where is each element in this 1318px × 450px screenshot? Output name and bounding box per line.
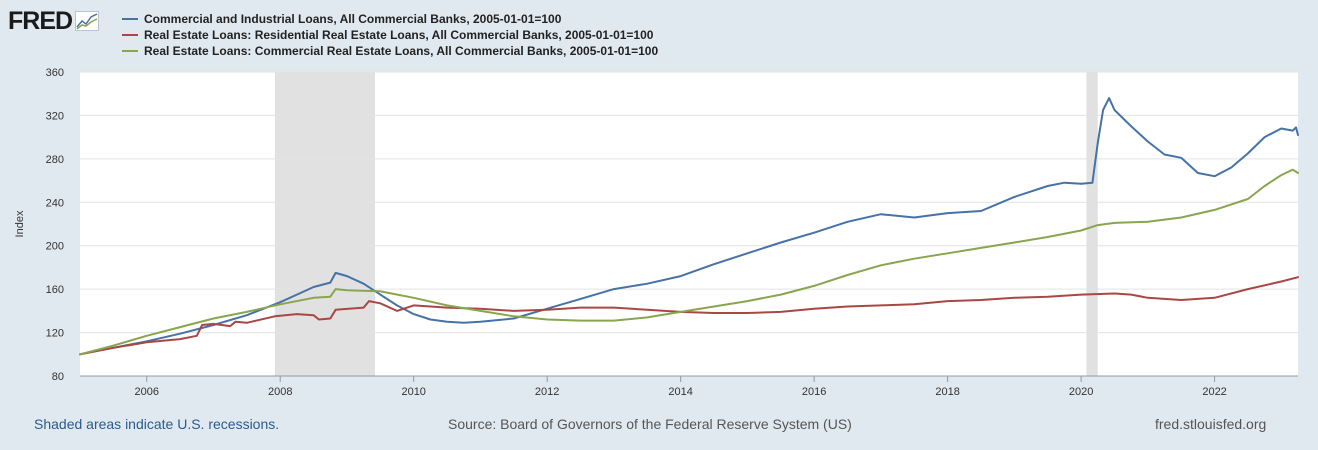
site-url-link[interactable]: fred.stlouisfed.org (1155, 416, 1267, 432)
series-lines (79, 97, 1299, 356)
y-tick-label: 320 (46, 110, 64, 122)
recession-band (1086, 72, 1098, 376)
x-tick-label: 2016 (802, 386, 826, 398)
y-tick-label: 160 (46, 284, 64, 296)
plot-area (80, 72, 1298, 376)
legend-swatch (122, 50, 138, 52)
axes: 80 120 160 200 240 280 320 360 2006 2008 2010 2012 2… (46, 67, 1298, 398)
legend-item-residential: Real Estate Loans: Residential Real Esta… (122, 27, 658, 43)
x-tick-label: 2006 (134, 386, 158, 398)
x-tick-label: 2014 (668, 386, 692, 398)
y-axis-label: Index (14, 210, 26, 237)
series-line-0[interactable] (79, 97, 1299, 356)
legend: Commercial and Industrial Loans, All Com… (122, 11, 658, 59)
fred-logo-text: FRED (8, 7, 73, 35)
source-text: Source: Board of Governors of the Federa… (448, 416, 852, 432)
y-tick-label: 360 (46, 67, 64, 79)
legend-label: Real Estate Loans: Residential Real Esta… (144, 28, 654, 42)
series-line-2[interactable] (79, 168, 1299, 356)
series-line-1[interactable] (79, 276, 1299, 356)
x-tick-label: 2012 (535, 386, 559, 398)
y-tick-label: 280 (46, 154, 64, 166)
legend-swatch (122, 34, 138, 36)
legend-item-commercial-industrial: Commercial and Industrial Loans, All Com… (122, 11, 658, 27)
x-tick-label: 2020 (1069, 386, 1093, 398)
y-tick-label: 120 (46, 328, 64, 340)
legend-item-commercial-real-estate: Real Estate Loans: Commercial Real Estat… (122, 43, 658, 59)
y-tick-label: 240 (46, 197, 64, 209)
legend-label: Real Estate Loans: Commercial Real Estat… (144, 44, 659, 58)
x-tick-label: 2010 (401, 386, 425, 398)
recession-band (274, 72, 375, 376)
fred-logo[interactable]: FRED (8, 7, 100, 35)
fred-graph-icon (75, 11, 100, 31)
recession-note: Shaded areas indicate U.S. recessions. (34, 416, 280, 432)
recession-shading (274, 72, 1098, 376)
legend-swatch (122, 18, 138, 20)
y-tick-label: 200 (46, 241, 64, 253)
x-tick-label: 2008 (268, 386, 292, 398)
x-tick-label: 2018 (935, 386, 959, 398)
legend-label: Commercial and Industrial Loans, All Com… (144, 12, 562, 26)
x-tick-label: 2022 (1202, 386, 1226, 398)
y-tick-label: 80 (52, 371, 64, 383)
